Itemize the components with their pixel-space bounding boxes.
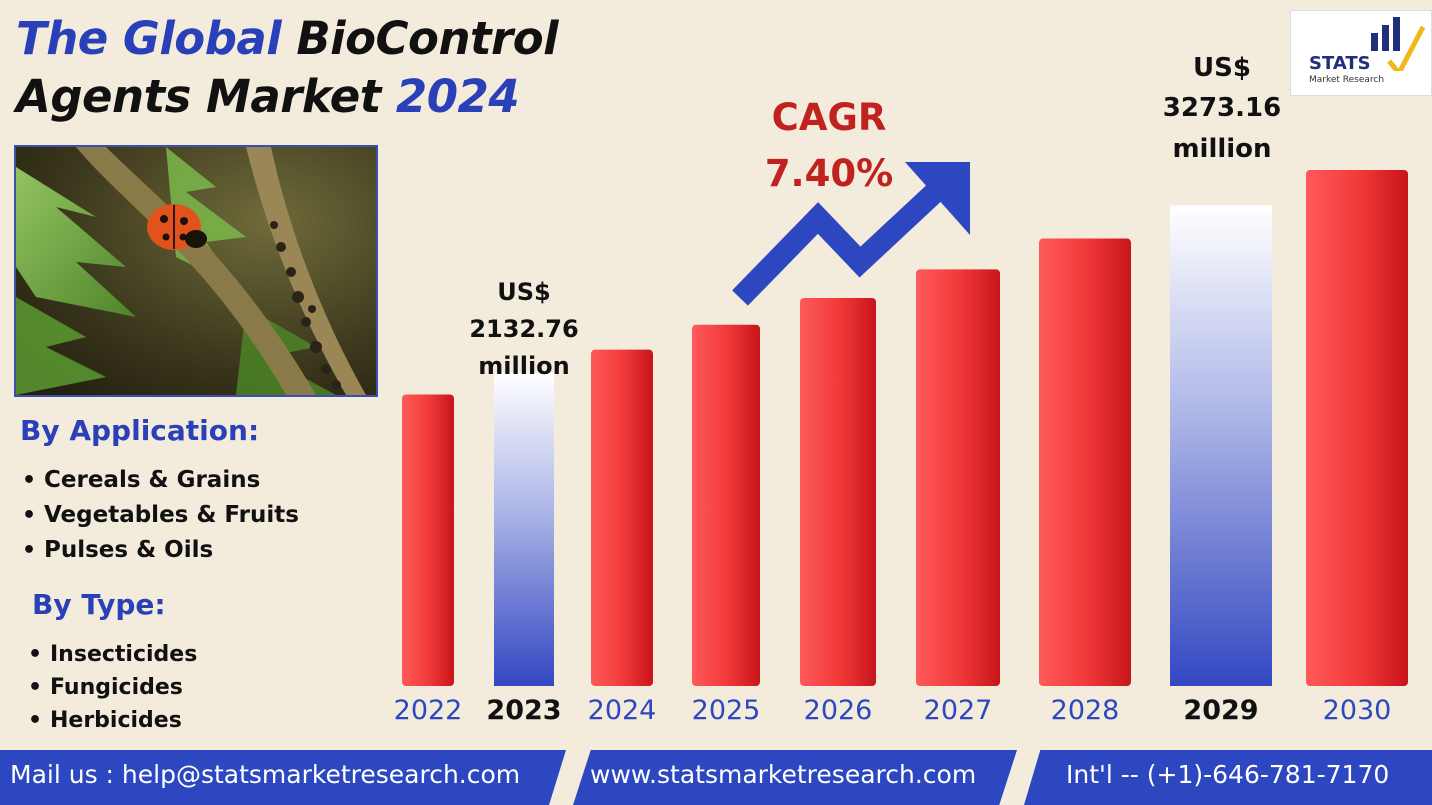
x-tick-2027: 2027 (924, 695, 993, 726)
callout-2023-line1: US$ (497, 278, 550, 306)
application-list: Cereals & Grains Vegetables & Fruits Pul… (22, 463, 299, 568)
callout-2029-line2: 3273.16 (1163, 93, 1281, 123)
bar-2028 (1039, 238, 1131, 686)
bar-2023 (494, 372, 554, 686)
list-item: Cereals & Grains (22, 463, 299, 498)
list-item: Vegetables & Fruits (22, 498, 299, 533)
logo-text: STATS (1309, 53, 1371, 74)
list-item: Insecticides (28, 638, 197, 671)
footer-mail-link[interactable]: Mail us : help@statsmarketresearch.com (10, 760, 521, 789)
type-list: Insecticides Fungicides Herbicides (28, 638, 197, 737)
x-tick-2028: 2028 (1051, 695, 1120, 726)
bar-2029 (1170, 205, 1272, 687)
logo-chart-icon (1371, 17, 1426, 71)
x-tick-2030: 2030 (1323, 695, 1392, 726)
bar-2030 (1306, 170, 1408, 686)
x-tick-2022: 2022 (394, 695, 463, 726)
x-tick-labels: 2022 2023 2024 2025 2026 2027 2028 2029 2030 (394, 695, 1392, 726)
bar-2022 (402, 394, 454, 686)
x-tick-2023: 2023 (486, 695, 561, 726)
footer-web-segment (573, 750, 1017, 805)
bars-group (402, 170, 1408, 687)
page-title: The Global BioControl Agents Market 2024 (16, 12, 559, 123)
list-item: Pulses & Oils (22, 533, 299, 568)
footer-phone-link[interactable]: Int'l -- (+1)-646-781-7170 (1066, 760, 1390, 789)
logo-subtext: Market Research (1309, 75, 1385, 85)
x-tick-2029: 2029 (1183, 695, 1258, 726)
growth-arrow-head-icon (905, 162, 970, 235)
callout-2029-line3: million (1172, 134, 1271, 164)
cagr-label: CAGR (772, 96, 887, 139)
ladybug-photo (14, 145, 378, 397)
callout-2023-line2: 2132.76 (469, 315, 578, 343)
by-type-heading: By Type: (32, 588, 166, 621)
ladybug-on-thistle-image (16, 147, 376, 395)
bar-2026 (800, 298, 876, 686)
footer: Mail us : help@statsmarketresearch.com w… (0, 750, 1432, 805)
by-application-heading: By Application: (20, 414, 260, 447)
x-tick-2026: 2026 (804, 695, 873, 726)
bar-2024 (591, 349, 653, 686)
stats-logo: STATS Market Research (1290, 10, 1432, 96)
x-tick-2024: 2024 (588, 695, 657, 726)
list-item: Fungicides (28, 671, 197, 704)
bar-2027 (916, 269, 1000, 686)
bar-2025 (692, 324, 760, 686)
x-tick-2025: 2025 (692, 695, 761, 726)
callout-2029-line1: US$ (1193, 53, 1251, 83)
footer-phone-segment (1024, 750, 1432, 805)
growth-arrow-icon (732, 171, 956, 306)
footer-web-link[interactable]: www.statsmarketresearch.com (590, 760, 977, 789)
footer-mail-segment (0, 750, 566, 805)
cagr-value: 7.40% (765, 152, 893, 195)
callout-2023-line3: million (478, 352, 570, 380)
list-item: Herbicides (28, 704, 197, 737)
